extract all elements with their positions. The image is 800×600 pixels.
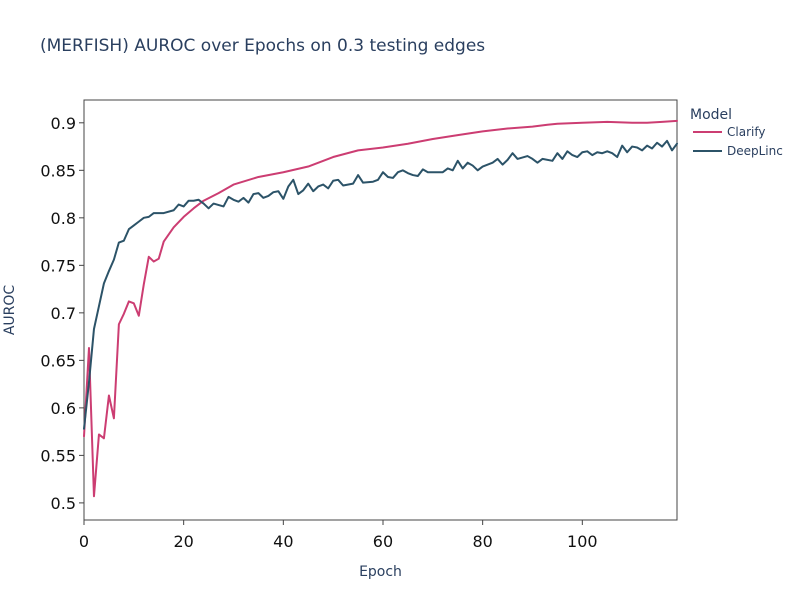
x-axis: 0 20 40 60 80 100	[79, 520, 598, 551]
y-tick-label: 0.85	[40, 161, 76, 180]
legend-label-clarify: Clarify	[727, 125, 765, 139]
y-tick-label: 0.8	[51, 209, 76, 228]
chart-title: (MERFISH) AUROC over Epochs on 0.3 testi…	[40, 36, 485, 56]
y-tick-label: 0.55	[40, 446, 76, 465]
x-tick-label: 60	[373, 532, 393, 551]
x-tick-label: 0	[79, 532, 89, 551]
legend-title: Model	[690, 107, 732, 123]
y-axis-title: AUROC	[2, 285, 18, 336]
y-tick-label: 0.75	[40, 256, 76, 275]
y-axis: 0.5 0.55 0.6 0.65 0.7 0.75 0.8 0.85 0.9	[40, 114, 84, 513]
plot-frame	[83, 99, 678, 521]
series-layer	[83, 119, 678, 498]
y-tick-label: 0.6	[51, 399, 76, 418]
legend-label-deeplinc: DeepLinc	[727, 144, 783, 158]
legend: Model Clarify DeepLinc	[690, 107, 783, 158]
x-tick-label: 80	[472, 532, 492, 551]
y-tick-label: 0.9	[51, 114, 76, 133]
y-tick-label: 0.65	[40, 351, 76, 370]
series-line-clarify	[83, 119, 678, 498]
x-tick-label: 100	[567, 532, 598, 551]
y-tick-label: 0.7	[51, 304, 76, 323]
series-line-deeplinc	[83, 139, 678, 430]
x-axis-title: Epoch	[359, 564, 402, 580]
y-tick-label: 0.5	[51, 494, 76, 513]
x-tick-label: 20	[173, 532, 193, 551]
x-tick-label: 40	[273, 532, 293, 551]
